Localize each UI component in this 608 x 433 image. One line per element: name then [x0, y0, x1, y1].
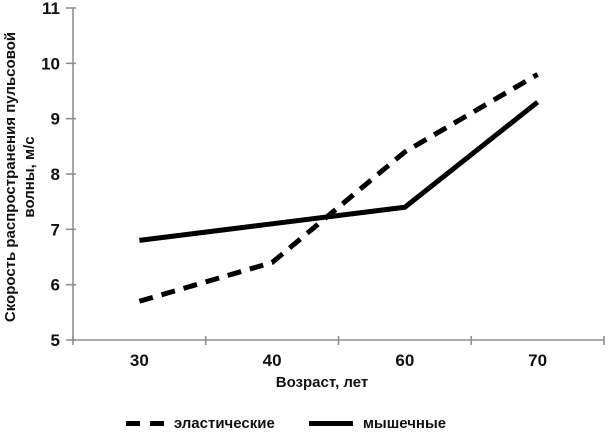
y-tick-label: 11: [42, 0, 60, 18]
x-tick-label: 40: [263, 351, 282, 370]
y-tick-label: 8: [51, 165, 60, 184]
legend-solid-line-sample: [308, 420, 353, 426]
x-tick-label: 30: [130, 351, 149, 370]
y-tick-label: 10: [41, 54, 60, 73]
legend-label-muscular: мышечные: [362, 414, 447, 432]
y-tick-label: 7: [51, 220, 60, 239]
x-tick-label: 60: [395, 351, 414, 370]
series-line-solid: [139, 100, 540, 243]
y-tick-label: 6: [51, 276, 60, 295]
y-tick-label: 9: [51, 110, 60, 129]
x-tick-label: 70: [528, 351, 547, 370]
legend-dashed-line-sample: [125, 420, 164, 426]
legend: эластические мышечные: [0, 413, 590, 433]
y-axis-title: Скорость распространения пульсовой волны…: [1, 6, 41, 348]
legend-label-elastic: эластические: [173, 414, 275, 432]
y-axis-title-line1: Скорость распространения пульсовой: [2, 31, 19, 323]
series-line-dashed: [138, 72, 539, 304]
y-tick-label: 5: [51, 331, 60, 350]
y-axis-title-line2: волны, м/с: [21, 136, 38, 218]
x-axis-title: Возраст, лет: [275, 374, 369, 391]
